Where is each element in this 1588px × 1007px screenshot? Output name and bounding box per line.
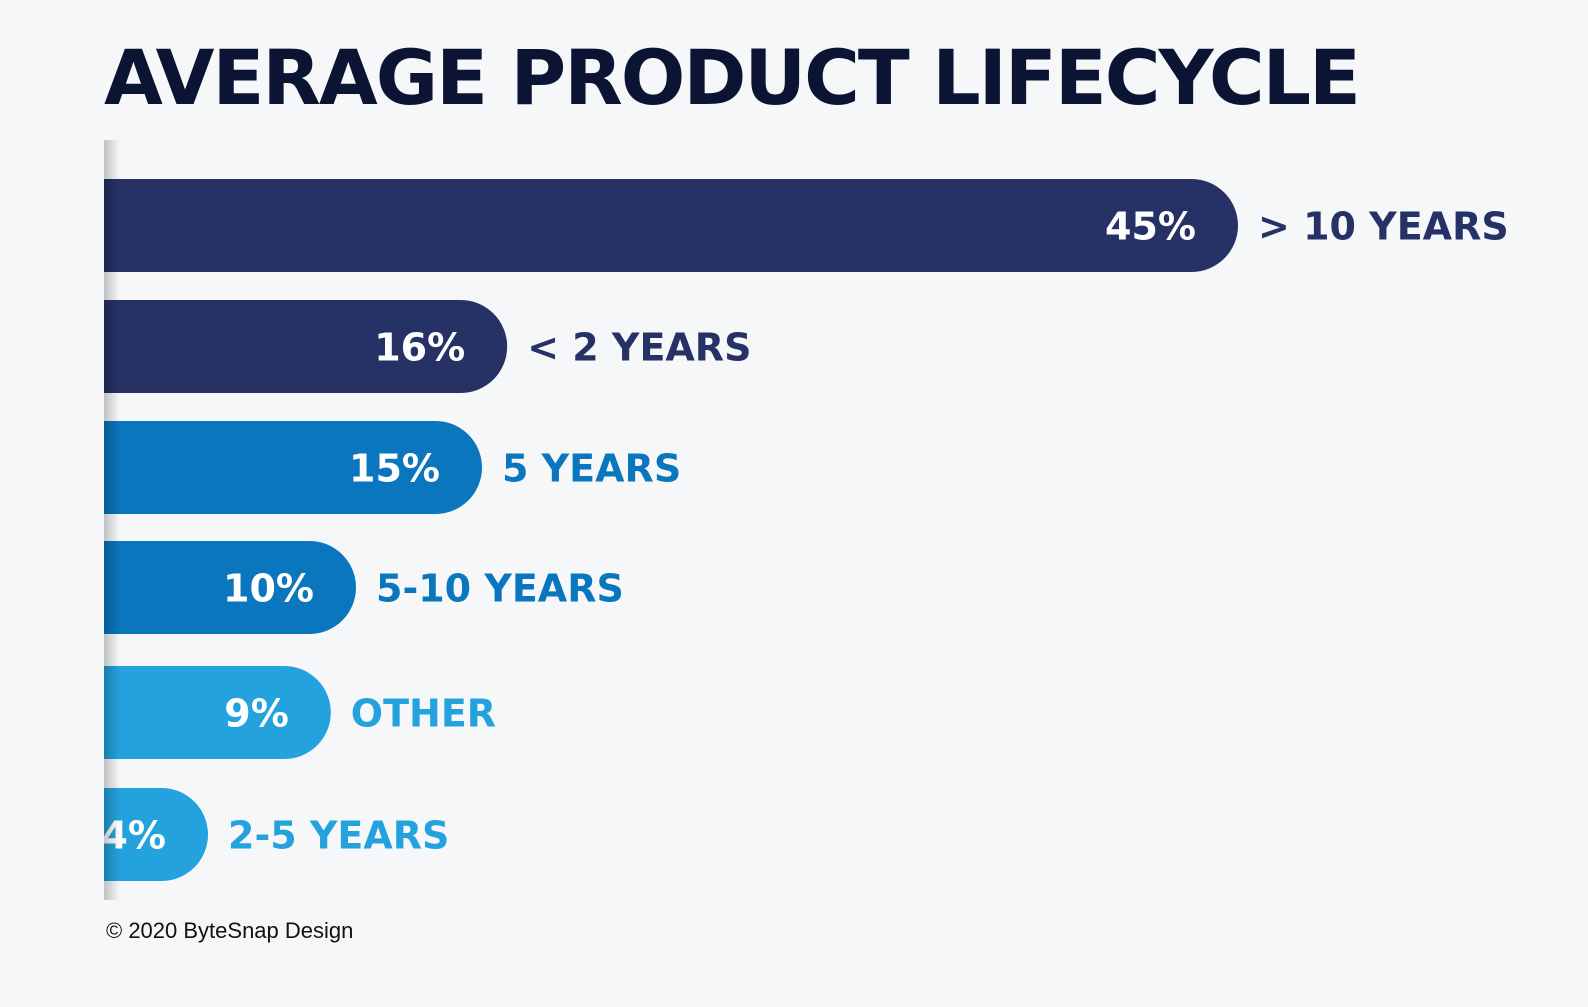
bar-category-label: OTHER bbox=[351, 692, 496, 736]
bar-row: 10% 5-10 YEARS bbox=[104, 541, 624, 634]
bar-category-label: < 2 YEARS bbox=[527, 326, 751, 370]
bar-row: 45% > 10 YEARS bbox=[104, 179, 1509, 272]
bar-value-label: 16% bbox=[374, 326, 465, 370]
chart-title: AVERAGE PRODUCT LIFECYCLE bbox=[104, 33, 1361, 122]
bar-category-label: > 10 YEARS bbox=[1258, 205, 1509, 249]
bar bbox=[104, 788, 208, 881]
bar-value-label: 10% bbox=[223, 567, 314, 611]
bar-row: 16% < 2 YEARS bbox=[104, 300, 751, 393]
left-edge-shadow bbox=[104, 140, 120, 900]
bar bbox=[104, 300, 508, 393]
bar-value-label: 9% bbox=[224, 692, 289, 736]
bar-row: 15% 5 YEARS bbox=[104, 421, 681, 514]
bar-value-label: 15% bbox=[349, 447, 440, 491]
bar-row: 9% OTHER bbox=[104, 666, 496, 759]
bar bbox=[104, 666, 331, 759]
bar-row: 4% 2-5 YEARS bbox=[101, 788, 449, 881]
bar-category-label: 5 YEARS bbox=[502, 447, 681, 491]
bar bbox=[104, 421, 482, 514]
bar-category-label: 2-5 YEARS bbox=[228, 814, 449, 858]
bar bbox=[104, 179, 1238, 272]
bar-value-label: 45% bbox=[1105, 205, 1196, 249]
copyright-text: © 2020 ByteSnap Design bbox=[106, 918, 354, 943]
bars-group: 45% > 10 YEARS 16% < 2 YEARS 15% 5 YEARS 10% 5-… bbox=[101, 179, 1509, 881]
bar-category-label: 5-10 YEARS bbox=[376, 567, 624, 611]
bar bbox=[104, 541, 356, 634]
